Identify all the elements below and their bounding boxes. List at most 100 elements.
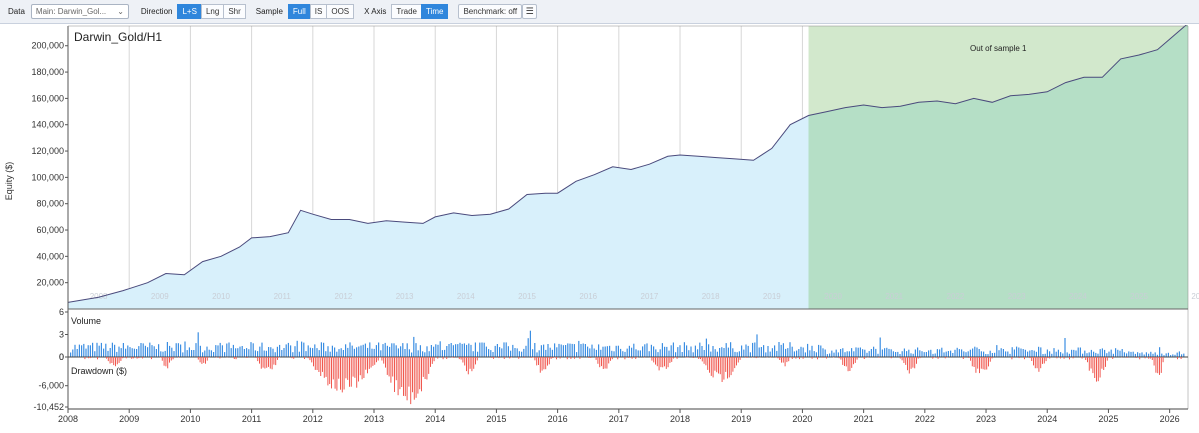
drawdown-bar xyxy=(822,357,824,358)
volume-bar xyxy=(800,346,802,357)
drawdown-bar xyxy=(122,357,124,359)
volume-bar xyxy=(437,344,439,357)
drawdown-bar xyxy=(1018,357,1020,359)
volume-bar xyxy=(747,345,749,357)
volume-bar xyxy=(455,344,457,357)
volume-bar xyxy=(105,343,107,357)
volume-bar xyxy=(393,343,395,357)
volume-tick-label: 6 xyxy=(59,307,64,317)
volume-bar xyxy=(294,346,296,357)
volume-bar xyxy=(263,350,265,357)
x-tick-label: 2014 xyxy=(425,414,445,424)
volume-bar xyxy=(989,350,991,357)
drawdown-bar xyxy=(601,357,602,367)
volume-bar xyxy=(587,346,589,357)
volume-bar xyxy=(479,342,481,357)
volume-bar xyxy=(1013,349,1015,357)
volume-bar xyxy=(677,347,679,357)
volume-bar xyxy=(879,337,881,357)
volume-bar xyxy=(281,350,283,357)
volume-bar xyxy=(743,349,745,357)
menu-icon[interactable]: ☰ xyxy=(522,4,538,19)
drawdown-bar xyxy=(233,357,235,359)
volume-bar xyxy=(642,346,644,357)
xaxis-time-button[interactable]: Time xyxy=(420,4,449,19)
drawdown-bar xyxy=(419,357,421,390)
volume-bar xyxy=(818,344,820,357)
drawdown-bar xyxy=(1180,357,1182,359)
volume-bar xyxy=(655,349,657,357)
volume-bar xyxy=(1132,351,1134,357)
volume-bar xyxy=(312,348,314,357)
volume-bar xyxy=(536,352,538,357)
drawdown-bar xyxy=(84,357,86,360)
y-tick-label: 40,000 xyxy=(36,251,64,261)
drawdown-bar xyxy=(257,357,259,362)
drawdown-bar xyxy=(503,357,505,359)
volume-bar xyxy=(633,343,635,357)
volume-bar xyxy=(840,349,842,357)
x-tick-label: 2018 xyxy=(670,414,690,424)
year-watermark: 2015 xyxy=(518,292,536,301)
volume-bar xyxy=(1104,349,1106,357)
xaxis-trade-button[interactable]: Trade xyxy=(391,4,422,19)
direction-short-button[interactable]: Shr xyxy=(223,4,246,19)
drawdown-bar xyxy=(404,357,406,397)
drawdown-bar xyxy=(341,357,343,393)
benchmark-button[interactable]: Benchmark: off xyxy=(458,4,523,19)
volume-bar xyxy=(980,351,982,357)
volume-bar xyxy=(919,350,921,357)
drawdown-bar xyxy=(530,357,532,358)
drawdown-bar xyxy=(687,357,689,358)
volume-bar xyxy=(780,344,782,357)
volume-bar xyxy=(292,352,294,357)
volume-bar xyxy=(468,343,470,357)
drawdown-bar xyxy=(178,357,179,358)
drawdown-bar xyxy=(451,357,453,358)
drawdown-bar xyxy=(890,357,892,359)
drawdown-bar xyxy=(442,357,444,360)
drawdown-bar xyxy=(1045,357,1047,362)
volume-bar xyxy=(890,349,892,357)
drawdown-bar xyxy=(359,357,361,376)
drawdown-bar xyxy=(1069,357,1070,360)
drawdown-bar xyxy=(878,357,880,358)
drawdown-bar xyxy=(737,357,739,363)
volume-bar xyxy=(1161,353,1163,357)
volume-bar xyxy=(723,348,725,357)
volume-bar xyxy=(133,348,135,357)
volume-bar xyxy=(967,351,969,357)
drawdown-bar xyxy=(109,357,111,364)
volume-bar xyxy=(298,351,300,357)
drawdown-bar xyxy=(984,357,986,370)
volume-bar xyxy=(659,349,661,357)
volume-bar xyxy=(1024,349,1026,357)
direction-long-button[interactable]: Lng xyxy=(200,4,225,19)
drawdown-bar xyxy=(334,357,336,389)
drawdown-bar xyxy=(908,357,910,374)
drawdown-bar xyxy=(1090,357,1092,369)
volume-bar xyxy=(446,346,448,357)
drawdown-bar xyxy=(811,357,813,359)
drawdown-bar xyxy=(705,357,707,366)
drawdown-bar xyxy=(703,357,705,364)
year-watermark: 2025 xyxy=(1130,292,1148,301)
data-select[interactable]: Main: Darwin_Gol... ⌄ xyxy=(30,4,129,19)
drawdown-bar xyxy=(665,357,667,369)
volume-bar xyxy=(683,342,685,357)
drawdown-bar xyxy=(170,357,172,361)
sample-oos-button[interactable]: OOS xyxy=(326,4,355,19)
drawdown-bar xyxy=(611,357,613,360)
drawdown-bar xyxy=(446,357,448,359)
sample-full-button[interactable]: Full xyxy=(287,4,311,19)
drawdown-bar xyxy=(975,357,977,373)
sample-is-button[interactable]: IS xyxy=(309,4,328,19)
volume-bar xyxy=(336,351,338,357)
volume-bar xyxy=(602,346,604,357)
volume-bar xyxy=(580,344,582,357)
direction-ls-button[interactable]: L+S xyxy=(177,4,202,19)
drawdown-bar xyxy=(719,357,721,375)
volume-bar xyxy=(74,344,76,357)
volume-bar xyxy=(694,345,696,357)
drawdown-bar xyxy=(458,357,460,360)
